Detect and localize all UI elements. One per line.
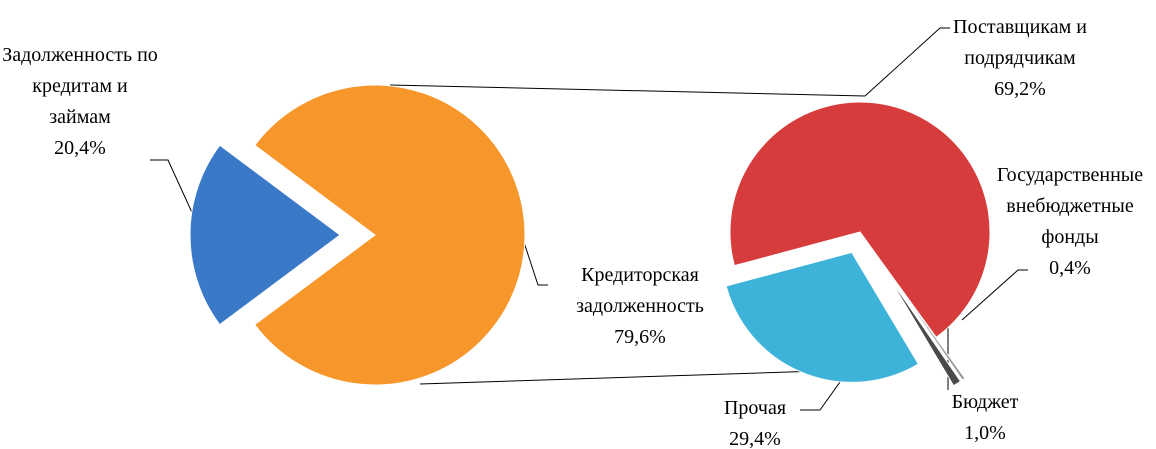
pie-slice [189, 144, 341, 326]
category-label: Задолженность по кредитам и займам [2, 44, 158, 128]
value-label: 1,0% [964, 422, 1006, 444]
category-label: Поставщикам и подрядчикам [953, 16, 1087, 69]
value-label: 0,4% [1049, 257, 1091, 279]
category-label: Прочая [723, 397, 787, 419]
leader-line [519, 229, 548, 286]
pie-slice [886, 273, 962, 387]
connector-line [389, 84, 866, 97]
leader-line [800, 374, 846, 411]
leader-line [150, 159, 201, 231]
slice-label: Кредиторская задолженность 79,6% [576, 260, 704, 353]
category-label: Государственные внебюджетные фонды [996, 164, 1144, 248]
slice-label: Государственные внебюджетные фонды 0,4% [997, 160, 1143, 284]
value-label: 79,6% [614, 326, 666, 348]
pie-slice [729, 101, 991, 339]
category-label: Бюджет [951, 391, 1019, 413]
pie-slice [725, 251, 920, 383]
leader-line [961, 269, 1028, 321]
value-label: 29,4% [729, 428, 781, 449]
connector-line [419, 369, 851, 385]
slice-label: Поставщикам и подрядчикам 69,2% [953, 12, 1087, 105]
value-label: 20,4% [54, 137, 106, 159]
value-label: 69,2% [994, 78, 1046, 100]
slice-label: Бюджет 1,0% [952, 387, 1019, 449]
leader-line [864, 27, 950, 97]
pie-slice [888, 272, 966, 381]
slice-label: Прочая 29,4% [724, 393, 786, 449]
pie-slice [254, 84, 526, 386]
category-label: Кредиторская задолженность [576, 264, 704, 317]
slice-label: Задолженность по кредитам и займам 20,4% [2, 40, 158, 164]
